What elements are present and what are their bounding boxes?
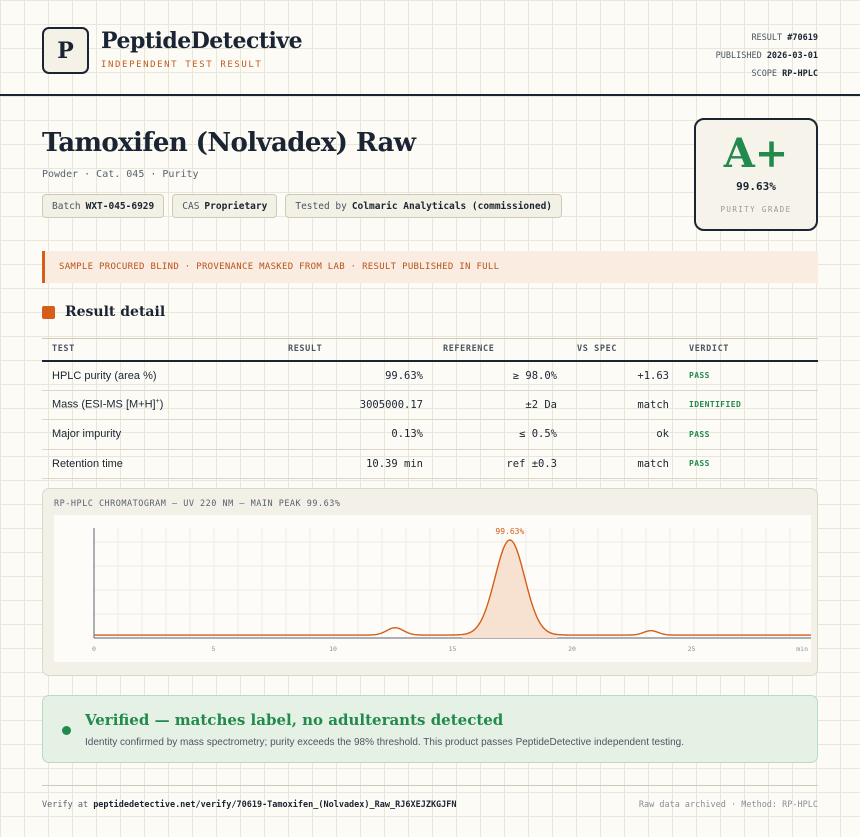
cell-reference: ≥ 98.0%: [433, 360, 567, 391]
brand-tagline: INDEPENDENT TEST RESULT: [101, 60, 263, 70]
cell-test: Major impurity: [42, 419, 278, 450]
chromatogram-plot-area: 99.63% 0 5 10 15 20 25 min: [54, 515, 811, 662]
verify-link[interactable]: peptidedetective.net/verify/70619-Tamoxi…: [93, 800, 457, 810]
cell-verdict: IDENTIFIED: [679, 390, 818, 420]
page-header: P PeptideDetective INDEPENDENT TEST RESU…: [0, 0, 860, 96]
x-tick-label: 5: [212, 645, 216, 653]
cell-result: 0.13%: [278, 419, 433, 450]
chromatogram-svg: 99.63% 0 5 10 15 20 25 min: [92, 527, 811, 653]
cell-verdict: PASS: [679, 449, 818, 479]
footer-verify: Verify at peptidedetective.net/verify/70…: [42, 800, 457, 810]
cell-vs-spec: match: [567, 390, 679, 420]
brand-logo[interactable]: P: [42, 27, 89, 74]
cell-reference: ±2 Da: [433, 390, 567, 420]
chromatogram-card: RP-HPLC CHROMATOGRAM — UV 220 NM — MAIN …: [42, 488, 818, 676]
verified-text: Identity confirmed by mass spectrometry;…: [85, 737, 685, 748]
logo-letter: P: [57, 37, 74, 64]
chip-label: CAS: [182, 200, 200, 212]
table-row: Retention time 10.39 min ref ±0.3 match …: [42, 449, 818, 479]
col-header-vs-spec: VS SPEC: [567, 338, 679, 362]
x-tick-label: 0: [92, 645, 96, 653]
chip-value: Proprietary: [204, 200, 268, 212]
grade-label: PURITY GRADE: [720, 205, 792, 214]
x-tick-label: 25: [688, 645, 696, 653]
col-header-test: TEST: [42, 338, 278, 362]
product-chips: Batch WXT-045-6929 CAS Proprietary Tested …: [42, 194, 563, 218]
cas-chip: CAS Proprietary: [172, 194, 278, 218]
main-peak-label: 99.63%: [495, 527, 524, 536]
table-row: HPLC purity (area %) 99.63% ≥ 98.0% +1.6…: [42, 360, 818, 391]
table-row: Major impurity 0.13% ≤ 0.5% ok PASS: [42, 419, 818, 450]
cell-test: Mass (ESI-MS [M+H]+): [42, 390, 278, 420]
cell-test: Retention time: [42, 449, 278, 479]
cell-verdict: PASS: [679, 419, 818, 450]
cell-reference: ref ±0.3: [433, 449, 567, 479]
meta-label: SCOPE: [751, 69, 778, 79]
x-tick-labels: 0 5 10 15 20 25 min: [92, 645, 808, 653]
section-title: Result detail: [65, 304, 166, 320]
x-tick-label: 20: [568, 645, 576, 653]
cell-vs-spec: +1.63: [567, 360, 679, 391]
test-name-tail: ): [159, 399, 164, 412]
cell-verdict: PASS: [679, 360, 818, 391]
table-row: Mass (ESI-MS [M+H]+) 3005000.17 ±2 Da ma…: [42, 390, 818, 420]
batch-chip: Batch WXT-045-6929: [42, 194, 165, 218]
result-table: TEST RESULT REFERENCE VS SPEC VERDICT HP…: [42, 338, 818, 479]
brand-name[interactable]: PeptideDetective: [101, 28, 303, 54]
chip-value: Colmaric Analyticals (commissioned): [351, 200, 553, 212]
meta-value: RP-HPLC: [782, 69, 818, 79]
chip-label: Tested by: [295, 200, 347, 212]
verified-title: Verified — matches label, no adulterants…: [85, 711, 504, 729]
meta-value: 2026-03-01: [766, 51, 818, 61]
meta-result: RESULT #70619: [716, 29, 818, 47]
test-superscript: +: [155, 398, 160, 406]
x-tick-label: 15: [449, 645, 457, 653]
col-header-reference: REFERENCE: [433, 338, 567, 362]
col-header-verdict: VERDICT: [679, 338, 818, 362]
cell-vs-spec: match: [567, 449, 679, 479]
meta-label: RESULT: [751, 33, 783, 43]
grade-value: 99.63%: [736, 180, 776, 193]
tested-by-chip: Tested by Colmaric Analyticals (commissio…: [285, 194, 563, 218]
cell-result: 3005000.17: [278, 390, 433, 420]
peak-fill: [462, 540, 558, 638]
verified-status-dot: [62, 726, 71, 735]
col-header-result: RESULT: [278, 338, 433, 362]
meta-label: PUBLISHED: [715, 51, 762, 61]
chromatogram-trace: [94, 539, 811, 636]
cell-reference: ≤ 0.5%: [433, 419, 567, 450]
test-name: Mass (ESI-MS [M+H]: [52, 399, 156, 412]
footer-divider: [42, 785, 818, 786]
chart-title: RP-HPLC CHROMATOGRAM — UV 220 NM — MAIN …: [54, 499, 341, 509]
purity-grade-card: A+ 99.63% PURITY GRADE: [694, 118, 818, 231]
cell-result: 10.39 min: [278, 449, 433, 479]
x-axis-unit: min: [796, 645, 808, 653]
cell-test: HPLC purity (area %): [42, 360, 278, 391]
chip-label: Batch: [52, 200, 81, 212]
footer-archive-note: Raw data archived · Method: RP-HPLC: [638, 800, 818, 810]
verify-prefix: Verify at: [42, 800, 89, 810]
grade-letter: A+: [723, 130, 789, 177]
x-tick-label: 10: [329, 645, 337, 653]
verified-panel: Verified — matches label, no adulterants…: [42, 695, 818, 763]
cell-result: 99.63%: [278, 360, 433, 391]
product-title: Tamoxifen (Nolvadex) Raw: [42, 128, 416, 158]
meta-value: #70619: [787, 33, 818, 43]
section-marker: [42, 306, 55, 319]
chip-value: WXT-045-6929: [85, 200, 155, 212]
meta-published: PUBLISHED 2026-03-01: [716, 47, 818, 65]
meta-scope: SCOPE RP-HPLC: [716, 65, 818, 83]
provenance-banner: SAMPLE PROCURED BLIND · PROVENANCE MASKE…: [42, 251, 818, 283]
cell-vs-spec: ok: [567, 419, 679, 450]
result-meta: RESULT #70619 PUBLISHED 2026-03-01 SCOPE…: [716, 29, 818, 83]
table-header-row: TEST RESULT REFERENCE VS SPEC VERDICT: [42, 338, 818, 362]
product-subtitle: Powder · Cat. 045 · Purity: [42, 169, 199, 180]
chart-grid: [93, 528, 811, 639]
banner-text: SAMPLE PROCURED BLIND · PROVENANCE MASKE…: [59, 262, 500, 272]
